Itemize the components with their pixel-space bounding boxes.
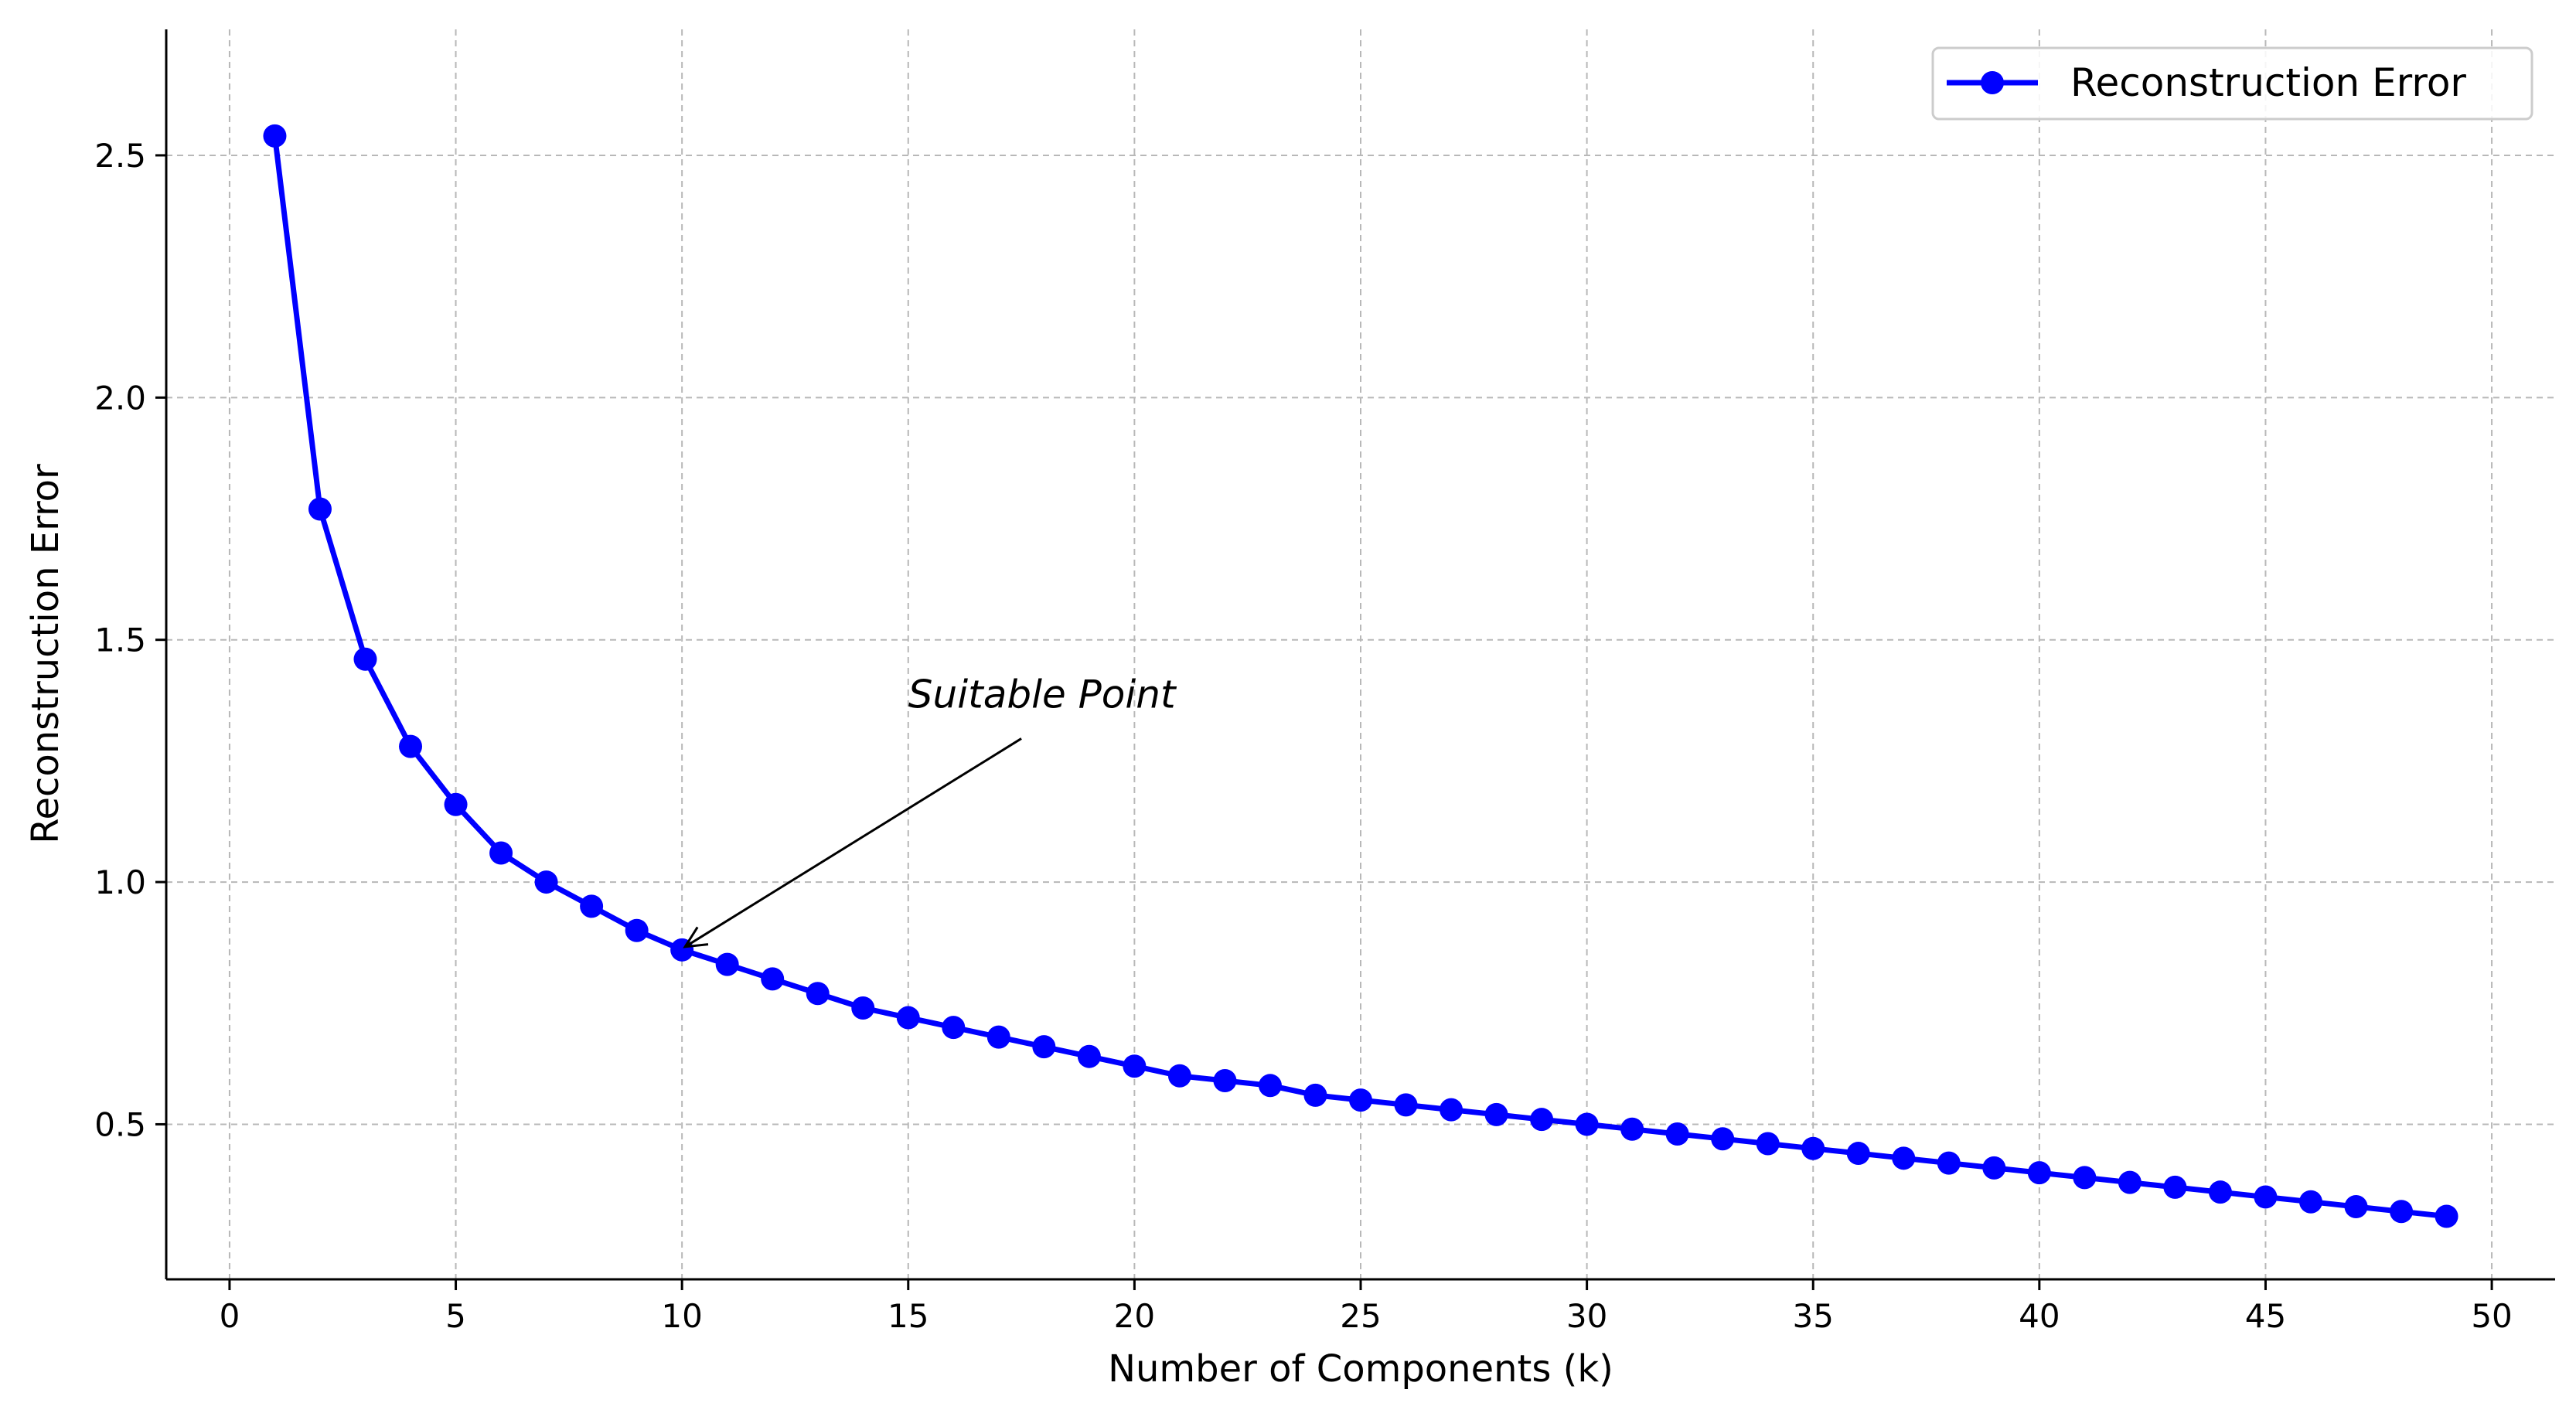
data-point	[1756, 1132, 1780, 1156]
x-tick-label: 15	[888, 1297, 929, 1335]
legend-frame	[1931, 46, 2533, 121]
data-point	[263, 124, 287, 148]
x-axis-title: Number of Components (k)	[1108, 1347, 1613, 1391]
data-point	[942, 1016, 966, 1040]
data-point	[2298, 1190, 2322, 1214]
data-point	[1303, 1083, 1327, 1107]
data-point	[444, 792, 468, 816]
x-ticks: 0 5 10 15 20 25 30 35 40 45 50	[220, 1279, 2513, 1335]
data-point	[761, 967, 785, 991]
y-tick-label: 1.5	[94, 621, 146, 659]
data-point	[851, 996, 875, 1020]
x-tick-label: 40	[2019, 1297, 2060, 1335]
y-tick-label: 0.5	[94, 1105, 146, 1143]
data-point	[534, 870, 558, 894]
data-point	[1167, 1064, 1191, 1088]
data-point	[1213, 1069, 1237, 1093]
data-point	[1077, 1044, 1101, 1068]
data-point	[1711, 1127, 1735, 1151]
x-tick-label: 20	[1114, 1297, 1155, 1335]
y-axis-title: Reconstruction Error	[24, 464, 67, 844]
x-tick-label: 0	[220, 1297, 240, 1335]
data-point	[1846, 1142, 1870, 1166]
x-tick-label: 50	[2471, 1297, 2512, 1335]
annotation-group: Suitable Point	[683, 672, 1177, 948]
y-tick-label: 2.5	[94, 137, 146, 175]
data-point	[2254, 1185, 2278, 1209]
data-point	[1349, 1088, 1372, 1112]
data-point	[1575, 1112, 1599, 1136]
data-point	[489, 841, 513, 865]
data-point	[1123, 1054, 1147, 1078]
x-tick-label: 30	[1566, 1297, 1607, 1335]
data-point	[1892, 1146, 1916, 1170]
data-point	[806, 982, 830, 1006]
data-point	[1258, 1074, 1282, 1098]
data-point	[308, 497, 332, 521]
y-tick-label: 1.0	[94, 863, 146, 901]
data-point	[1032, 1035, 1056, 1059]
x-tick-label: 10	[661, 1297, 702, 1335]
data-point	[1394, 1093, 1418, 1117]
data-point	[625, 918, 649, 942]
data-point	[1665, 1122, 1689, 1146]
data-point	[1440, 1098, 1463, 1122]
data-point	[2344, 1194, 2368, 1218]
x-tick-label: 5	[445, 1297, 466, 1335]
data-point	[2390, 1200, 2414, 1224]
data-point	[986, 1025, 1010, 1049]
data-point	[2027, 1161, 2051, 1185]
legend-marker-swatch	[1981, 71, 2004, 94]
data-point	[2073, 1166, 2097, 1190]
legend: Reconstruction Error	[1931, 46, 2533, 121]
data-point	[1484, 1102, 1508, 1126]
series-line	[272, 135, 2447, 1219]
data-point	[2435, 1204, 2458, 1228]
data-point	[1982, 1156, 2006, 1180]
data-point	[670, 938, 694, 962]
annotation-arrow-shaft	[684, 737, 1022, 948]
legend-label: Reconstruction Error	[2070, 60, 2466, 105]
data-point	[2208, 1180, 2232, 1204]
data-point	[399, 734, 423, 758]
data-point	[1801, 1136, 1825, 1160]
annotation-label: Suitable Point	[908, 672, 1177, 717]
x-tick-label: 35	[1793, 1297, 1834, 1335]
data-point	[1937, 1151, 1961, 1175]
y-tick-label: 2.0	[94, 379, 146, 417]
series-group	[263, 124, 2458, 1228]
data-point	[1620, 1117, 1644, 1141]
data-point	[2118, 1170, 2142, 1194]
data-point	[715, 952, 739, 976]
x-tick-label: 25	[1340, 1297, 1381, 1335]
data-point	[2163, 1175, 2187, 1199]
data-point	[580, 894, 604, 918]
grid	[166, 29, 2555, 1279]
data-point	[1530, 1108, 1554, 1132]
data-point	[353, 647, 377, 671]
y-ticks: 0.5 1.0 1.5 2.0 2.5	[94, 137, 166, 1143]
x-tick-label: 45	[2245, 1297, 2286, 1335]
annotation-arrow-head	[683, 926, 709, 948]
data-point	[896, 1006, 920, 1030]
